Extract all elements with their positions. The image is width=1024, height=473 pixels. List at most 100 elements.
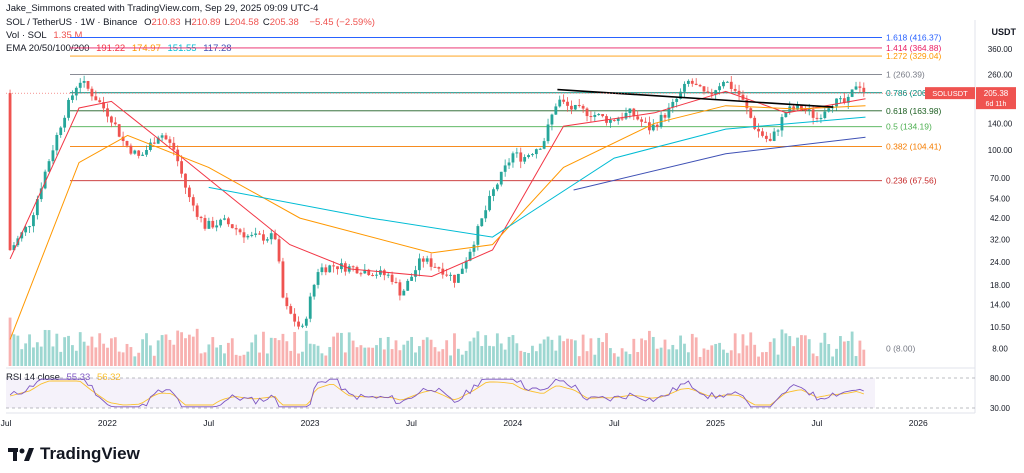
volume-bar [8, 317, 12, 366]
candle-body [729, 81, 733, 89]
time-tick-label: 2023 [301, 418, 320, 428]
candle-body [203, 218, 207, 229]
candle-body [663, 114, 667, 118]
volume-bar [382, 349, 386, 366]
volume-bar [78, 332, 82, 366]
volume-bar [480, 346, 484, 366]
candle-body [406, 280, 410, 291]
volume-bar [265, 353, 269, 366]
volume-bar [39, 346, 43, 366]
volume-bar [585, 351, 589, 366]
volume-bar [620, 348, 624, 366]
ohlc-values: O210.83 H210.89 L204.58 C205.38 [144, 17, 303, 28]
candle-body [566, 101, 569, 106]
candle-body [675, 98, 679, 102]
rsi-band [6, 378, 875, 408]
volume-bar [589, 338, 593, 366]
time-tick-label: Jul [203, 418, 214, 428]
candle-body [39, 188, 43, 200]
volume-bar [425, 337, 429, 366]
candle-body [297, 321, 300, 327]
candle-body [558, 99, 562, 107]
candle-body [363, 269, 367, 274]
volume-bar [573, 340, 577, 366]
price-tick-label: 14.00 [990, 301, 1011, 310]
candle-body [546, 124, 550, 142]
volume-bar [722, 349, 725, 366]
candle-body [242, 232, 246, 238]
candle-body [285, 297, 289, 307]
ohlc-value: 204.58 [229, 17, 259, 28]
volume-bar [262, 331, 265, 366]
volume-bar [312, 344, 316, 366]
candle-body [78, 82, 82, 88]
volume-bar [507, 336, 511, 366]
volume-bar [47, 330, 51, 366]
volume-bar [121, 352, 125, 366]
volume-bar [796, 337, 799, 366]
volume-bar [546, 336, 550, 366]
candle-body [67, 99, 70, 118]
volume-bar [32, 347, 35, 366]
volume-bar [199, 353, 203, 366]
volume-bar [184, 338, 187, 366]
volume-bar [827, 344, 831, 366]
volume-label[interactable]: Vol · SOL [6, 30, 47, 41]
volume-bar [698, 356, 702, 366]
candle-body [694, 83, 698, 85]
volume-bar [593, 354, 597, 366]
volume-bar [133, 356, 137, 366]
candle-body [585, 108, 589, 117]
volume-bar [862, 349, 866, 366]
volume-bar [464, 350, 468, 366]
ema-label[interactable]: EMA 20/50/100/200 [6, 43, 90, 54]
rsi-label[interactable]: RSI 14 close [6, 372, 60, 383]
volume-bar [304, 330, 308, 366]
candle-body [842, 98, 846, 103]
volume-bar [472, 337, 476, 366]
volume-bar [601, 342, 605, 366]
volume-bar [445, 340, 449, 366]
candle-body [304, 318, 308, 326]
price-tick-label: 360.00 [988, 45, 1013, 54]
candle-body [776, 130, 780, 132]
candle-body [609, 119, 612, 123]
candle-body [82, 81, 86, 83]
symbol-title[interactable]: SOL / TetherUS · 1W · Binance [6, 17, 138, 28]
volume-bar [616, 356, 620, 366]
rsi-line [9, 378, 864, 408]
candle-body [343, 263, 347, 272]
candle-body [133, 150, 137, 154]
candle-body [24, 226, 28, 233]
time-tick-label: 2025 [706, 418, 725, 428]
volume-bar [776, 354, 780, 366]
chart-caption: Jake_Simmons created with TradingView.co… [6, 3, 319, 14]
volume-bar [110, 338, 113, 366]
fib-level-label: 0.786 (206.38) [886, 88, 941, 98]
volume-bar [640, 338, 644, 366]
volume-bar [371, 347, 375, 366]
candle-body [148, 142, 152, 151]
volume-bar [74, 350, 78, 366]
candle-body [195, 205, 199, 217]
candle-body [277, 239, 281, 262]
candle-body [199, 216, 203, 219]
volume-bar [340, 332, 343, 366]
ohlc-value: 205.38 [269, 17, 299, 28]
candle-body [453, 274, 456, 283]
candle-body [718, 86, 721, 91]
candle-body [332, 265, 336, 267]
currency-unit: USDT [991, 27, 1017, 37]
price-tick-label: 10.50 [990, 323, 1011, 332]
candle-body [246, 235, 250, 238]
volume-bar [293, 332, 297, 366]
volume-bar [273, 338, 277, 366]
volume-bar [398, 350, 402, 366]
volume-bar [367, 347, 371, 366]
rsi-ma-value: 56.32 [96, 372, 121, 383]
candle-body [476, 226, 480, 245]
candle-body [503, 165, 507, 172]
price-tick-label: 32.00 [990, 236, 1011, 245]
volume-bar [831, 356, 835, 366]
